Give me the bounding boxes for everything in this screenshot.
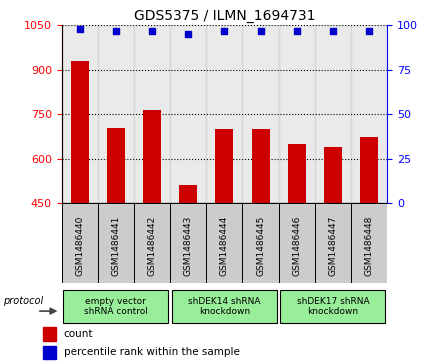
Point xyxy=(366,28,373,34)
Bar xyxy=(288,144,306,203)
Bar xyxy=(170,25,206,203)
Bar xyxy=(43,327,56,341)
Text: GSM1486446: GSM1486446 xyxy=(292,215,301,276)
Bar xyxy=(324,147,342,203)
Bar xyxy=(279,25,315,203)
Point xyxy=(149,28,156,34)
Point xyxy=(293,28,300,34)
Bar xyxy=(98,203,134,283)
Text: GSM1486444: GSM1486444 xyxy=(220,215,229,276)
Bar xyxy=(170,203,206,283)
Text: shDEK14 shRNA
knockdown: shDEK14 shRNA knockdown xyxy=(188,297,260,317)
Point xyxy=(330,28,337,34)
Bar xyxy=(351,25,387,203)
Bar xyxy=(215,129,234,203)
Bar xyxy=(360,136,378,203)
Text: count: count xyxy=(64,329,93,339)
Bar xyxy=(206,25,242,203)
Bar xyxy=(63,290,169,323)
Text: GSM1486445: GSM1486445 xyxy=(256,215,265,276)
Bar xyxy=(179,185,197,203)
Bar xyxy=(242,25,279,203)
Bar xyxy=(143,110,161,203)
Bar xyxy=(279,203,315,283)
Bar xyxy=(252,129,270,203)
Text: GSM1486442: GSM1486442 xyxy=(147,215,157,276)
Bar xyxy=(351,203,387,283)
Point xyxy=(221,28,228,34)
Bar xyxy=(134,203,170,283)
Bar xyxy=(206,203,242,283)
Text: empty vector
shRNA control: empty vector shRNA control xyxy=(84,297,148,317)
Bar xyxy=(134,25,170,203)
Text: shDEK17 shRNA
knockdown: shDEK17 shRNA knockdown xyxy=(297,297,369,317)
Point xyxy=(257,28,264,34)
Bar xyxy=(107,128,125,203)
Text: GSM1486441: GSM1486441 xyxy=(111,215,121,276)
Text: percentile rank within the sample: percentile rank within the sample xyxy=(64,347,239,358)
Title: GDS5375 / ILMN_1694731: GDS5375 / ILMN_1694731 xyxy=(134,9,315,23)
Bar xyxy=(242,203,279,283)
Bar xyxy=(62,25,98,203)
Bar xyxy=(280,290,385,323)
Bar xyxy=(43,346,56,359)
Bar xyxy=(98,25,134,203)
Text: protocol: protocol xyxy=(3,296,43,306)
Point xyxy=(185,31,192,37)
Text: GSM1486447: GSM1486447 xyxy=(328,215,337,276)
Bar xyxy=(71,61,89,203)
Bar xyxy=(315,25,351,203)
Bar xyxy=(62,203,98,283)
Text: GSM1486440: GSM1486440 xyxy=(75,215,84,276)
Text: GSM1486443: GSM1486443 xyxy=(184,215,193,276)
Text: GSM1486448: GSM1486448 xyxy=(365,215,374,276)
Point xyxy=(112,28,119,34)
Point xyxy=(76,26,83,32)
Bar xyxy=(172,290,277,323)
Bar xyxy=(315,203,351,283)
